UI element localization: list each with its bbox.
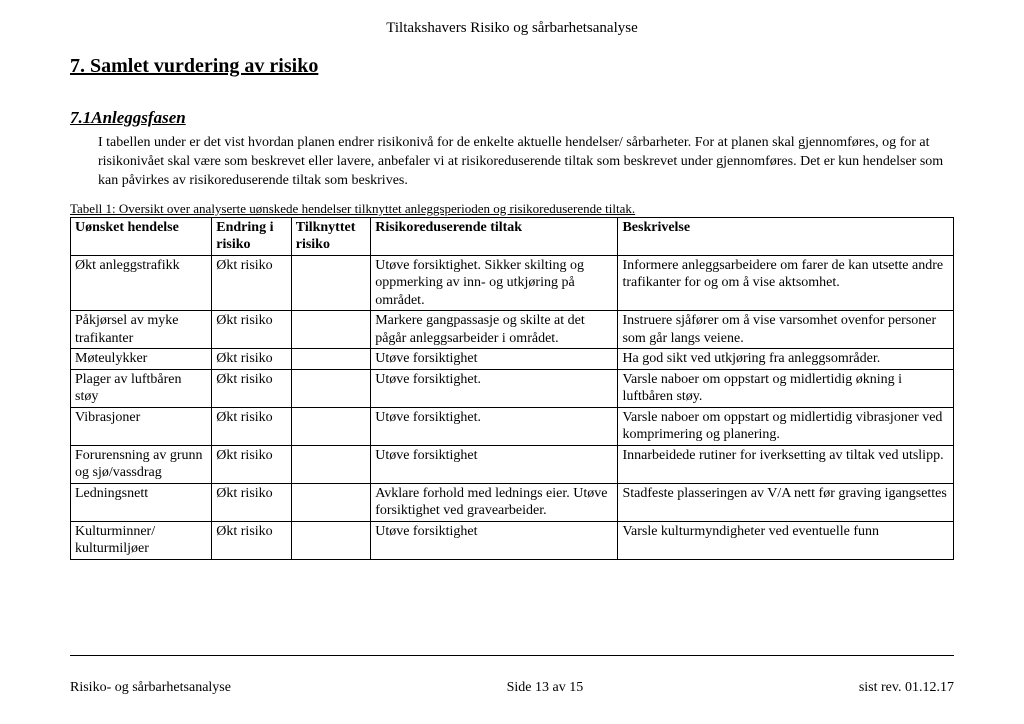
cell: Møteulykker bbox=[71, 349, 212, 370]
cell: Informere anleggsarbeidere om farer de k… bbox=[618, 255, 954, 311]
cell: Økt anleggstrafikk bbox=[71, 255, 212, 311]
cell: Markere gangpassasje og skilte at det på… bbox=[371, 311, 618, 349]
cell bbox=[291, 445, 370, 483]
cell bbox=[291, 349, 370, 370]
cell bbox=[291, 255, 370, 311]
cell: Økt risiko bbox=[212, 483, 291, 521]
section-title: 7. Samlet vurdering av risiko bbox=[70, 55, 954, 78]
page-footer: Risiko- og sårbarhetsanalyse Side 13 av … bbox=[70, 655, 954, 696]
cell bbox=[291, 483, 370, 521]
risk-table: Uønsket hendelse Endring i risiko Tilkny… bbox=[70, 217, 954, 560]
cell: Varsle naboer om oppstart og midlertidig… bbox=[618, 369, 954, 407]
table-row: Plager av luftbåren støy Økt risiko Utøv… bbox=[71, 369, 954, 407]
footer-center: Side 13 av 15 bbox=[507, 680, 584, 696]
cell: Innarbeidede rutiner for iverksetting av… bbox=[618, 445, 954, 483]
cell: Utøve forsiktighet bbox=[371, 349, 618, 370]
col-header: Uønsket hendelse bbox=[71, 217, 212, 255]
table-row: Forurensning av grunn og sjø/vassdrag Øk… bbox=[71, 445, 954, 483]
cell bbox=[291, 369, 370, 407]
cell: Økt risiko bbox=[212, 255, 291, 311]
cell: Ledningsnett bbox=[71, 483, 212, 521]
cell: Varsle naboer om oppstart og midlertidig… bbox=[618, 407, 954, 445]
footer-left: Risiko- og sårbarhetsanalyse bbox=[70, 680, 231, 696]
cell: Økt risiko bbox=[212, 311, 291, 349]
doc-header-title: Tiltakshavers Risiko og sårbarhetsanalys… bbox=[70, 20, 954, 37]
cell bbox=[291, 521, 370, 559]
table-caption: Tabell 1: Oversikt over analyserte uønsk… bbox=[70, 201, 954, 217]
cell: Avklare forhold med lednings eier. Utøve… bbox=[371, 483, 618, 521]
footer-right: sist rev. 01.12.17 bbox=[859, 680, 954, 696]
table-row: Vibrasjoner Økt risiko Utøve forsiktighe… bbox=[71, 407, 954, 445]
cell: Økt risiko bbox=[212, 445, 291, 483]
cell: Økt risiko bbox=[212, 349, 291, 370]
cell bbox=[291, 407, 370, 445]
cell: Utøve forsiktighet. bbox=[371, 369, 618, 407]
cell: Økt risiko bbox=[212, 407, 291, 445]
table-row: Kulturminner/ kulturmiljøer Økt risiko U… bbox=[71, 521, 954, 559]
col-header: Risikoreduserende tiltak bbox=[371, 217, 618, 255]
cell bbox=[291, 311, 370, 349]
cell: Utøve forsiktighet bbox=[371, 521, 618, 559]
table-header-row: Uønsket hendelse Endring i risiko Tilkny… bbox=[71, 217, 954, 255]
table-row: Ledningsnett Økt risiko Avklare forhold … bbox=[71, 483, 954, 521]
cell: Varsle kulturmyndigheter ved eventuelle … bbox=[618, 521, 954, 559]
cell: Ha god sikt ved utkjøring fra anleggsomr… bbox=[618, 349, 954, 370]
table-body: Økt anleggstrafikk Økt risiko Utøve fors… bbox=[71, 255, 954, 559]
col-header: Tilknyttet risiko bbox=[291, 217, 370, 255]
cell: Vibrasjoner bbox=[71, 407, 212, 445]
cell: Økt risiko bbox=[212, 521, 291, 559]
cell: Økt risiko bbox=[212, 369, 291, 407]
table-row: Påkjørsel av myke trafikanter Økt risiko… bbox=[71, 311, 954, 349]
cell: Instruere sjåfører om å vise varsomhet o… bbox=[618, 311, 954, 349]
intro-paragraph: I tabellen under er det vist hvordan pla… bbox=[98, 134, 954, 191]
subsection-title: 7.1Anleggsfasen bbox=[70, 108, 954, 128]
cell: Kulturminner/ kulturmiljøer bbox=[71, 521, 212, 559]
cell: Stadfeste plasseringen av V/A nett før g… bbox=[618, 483, 954, 521]
table-row: Økt anleggstrafikk Økt risiko Utøve fors… bbox=[71, 255, 954, 311]
table-row: Møteulykker Økt risiko Utøve forsiktighe… bbox=[71, 349, 954, 370]
col-header: Beskrivelse bbox=[618, 217, 954, 255]
cell: Påkjørsel av myke trafikanter bbox=[71, 311, 212, 349]
col-header: Endring i risiko bbox=[212, 217, 291, 255]
cell: Forurensning av grunn og sjø/vassdrag bbox=[71, 445, 212, 483]
cell: Plager av luftbåren støy bbox=[71, 369, 212, 407]
cell: Utøve forsiktighet bbox=[371, 445, 618, 483]
cell: Utøve forsiktighet. bbox=[371, 407, 618, 445]
cell: Utøve forsiktighet. Sikker skilting og o… bbox=[371, 255, 618, 311]
